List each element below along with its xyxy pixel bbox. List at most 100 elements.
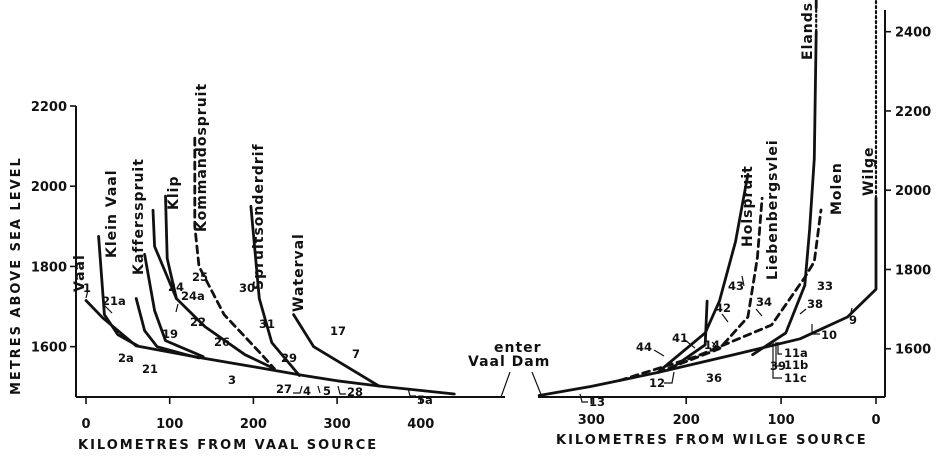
left-point-label-21: 21 — [142, 362, 158, 376]
left-series-line-7 — [292, 313, 381, 388]
left-point-label-3: 3 — [228, 373, 236, 387]
right-series — [537, 0, 878, 397]
left-series-line-4 — [164, 194, 178, 300]
left-series — [84, 136, 456, 396]
right-point-label-43: 43 — [728, 279, 744, 293]
river-label-holspruit: Holspruit — [740, 165, 756, 247]
leader-42 — [721, 313, 729, 323]
leader-43 — [741, 275, 745, 287]
right-x-tick-label: 300 — [578, 413, 605, 428]
right-series-line-6 — [656, 196, 764, 374]
left-x-tick-label: 0 — [81, 417, 90, 432]
label-leaders — [85, 275, 853, 403]
left-point-label-5a: 5a — [417, 393, 433, 407]
left-x-tick-label: 400 — [407, 417, 434, 432]
river-label-spruitsonderdrif: Spruitsonderdrif — [251, 143, 267, 290]
left-x-axis-title: KILOMETRES FROM VAAL SOURCE — [78, 438, 378, 453]
left-x-ticks: 0 100 200 300 400 — [81, 397, 434, 432]
right-point-label-34: 34 — [756, 295, 772, 309]
left-series-line-5 — [193, 136, 276, 371]
leader-1 — [85, 289, 89, 299]
left-series-line-2 — [134, 297, 201, 360]
river-label-waterval: Waterval — [291, 233, 307, 312]
leader-12 — [664, 371, 675, 384]
leader-27 — [293, 385, 303, 394]
right-x-tick-label: 100 — [768, 413, 795, 428]
right-x-ticks: 300 200 100 0 — [578, 397, 881, 428]
left-y-tick-label: 1600 — [31, 341, 67, 356]
right-point-label-33: 33 — [817, 279, 833, 293]
right-point-label-44: 44 — [636, 340, 652, 354]
left-point-label-28: 28 — [347, 385, 363, 399]
right-x-tick-label: 200 — [673, 413, 700, 428]
right-point-label-41: 41 — [672, 331, 688, 345]
leader-38 — [799, 308, 807, 315]
leader-41 — [684, 339, 696, 349]
right-point-label-11b: 11b — [784, 358, 808, 372]
right-y-tick-label: 1600 — [895, 343, 931, 358]
left-point-label-25: 25 — [192, 270, 208, 284]
right-y-ticks: 160018002000220024002600 — [885, 26, 931, 358]
left-point-label-19: 19 — [162, 327, 178, 341]
right-point-label-10: 10 — [821, 328, 837, 342]
leader-10 — [811, 324, 820, 335]
right-point-label-13: 13 — [589, 395, 605, 409]
right-y-tick-label: 2200 — [895, 105, 931, 120]
right-y-tick-label: 2000 — [895, 184, 931, 199]
left-series-line-8 — [143, 252, 205, 359]
left-point-label-4: 4 — [303, 384, 311, 398]
right-point-label-38: 38 — [807, 297, 823, 311]
river-label-kaffersspruit: Kaffersspruit — [131, 158, 147, 275]
river-label-wilge: Wilge — [861, 146, 877, 196]
river-label-kommandospruit: Kommandospruit — [194, 83, 210, 232]
left-x-tick-label: 300 — [324, 417, 351, 432]
right-point-label-14: 14 — [704, 338, 720, 352]
river-label-elands: Elands — [800, 2, 816, 60]
leader-21a — [103, 304, 113, 314]
left-y-tick-label: 2000 — [31, 180, 67, 195]
right-point-label-11c: 11c — [784, 371, 807, 385]
left-point-label-24a: 24a — [181, 289, 205, 303]
break-mark-right — [531, 371, 543, 398]
left-point-label-27: 27 — [276, 382, 292, 396]
river-label-vaal: Vaal — [72, 254, 88, 292]
left-point-label-22: 22 — [190, 315, 206, 329]
left-point-label-31: 31 — [259, 317, 275, 331]
right-x-tick-label: 0 — [871, 413, 880, 428]
leader-13 — [579, 393, 588, 403]
left-series-line-1 — [97, 234, 140, 348]
right-series-line-2 — [751, 30, 818, 357]
leader-34 — [755, 308, 763, 317]
right-series-line-8 — [675, 299, 709, 367]
right-series-line-0 — [537, 196, 878, 397]
left-point-label-30: 30 — [239, 281, 255, 295]
left-series-line-3 — [151, 208, 276, 371]
dam-label-line1: enter — [494, 340, 542, 356]
river-label-molen: Molen — [829, 162, 845, 215]
left-point-label-1: 1 — [83, 281, 91, 295]
leader-24a — [175, 303, 179, 313]
river-label-klein-vaal: Klein Vaal — [104, 169, 120, 258]
right-y-tick-label: 2400 — [895, 26, 931, 41]
break-mark-left — [500, 371, 511, 398]
left-point-label-24: 24 — [168, 280, 184, 294]
right-point-label-9: 9 — [849, 313, 857, 327]
dam-label-line2: Vaal Dam — [468, 354, 550, 370]
left-point-label-26: 26 — [214, 335, 230, 349]
left-x-tick-label: 200 — [240, 417, 267, 432]
left-point-label-2a: 2a — [118, 351, 134, 365]
left-y-ticks: 1600 1800 2000 2200 — [31, 100, 76, 356]
right-x-axis-title: KILOMETRES FROM WILGE SOURCE — [556, 433, 868, 448]
left-point-label-29: 29 — [281, 351, 297, 365]
leader-11 — [772, 342, 782, 379]
left-point-label-7: 7 — [352, 347, 360, 361]
left-x-tick-label: 100 — [156, 417, 183, 432]
river-label-liebenbergsvlei: Liebenbergsvlei — [765, 139, 781, 280]
river-label-klip: Klip — [166, 176, 182, 210]
leader-5a — [407, 387, 416, 397]
left-y-tick-label: 2200 — [31, 100, 67, 115]
right-point-label-12: 12 — [649, 376, 665, 390]
leader-44 — [653, 349, 665, 357]
